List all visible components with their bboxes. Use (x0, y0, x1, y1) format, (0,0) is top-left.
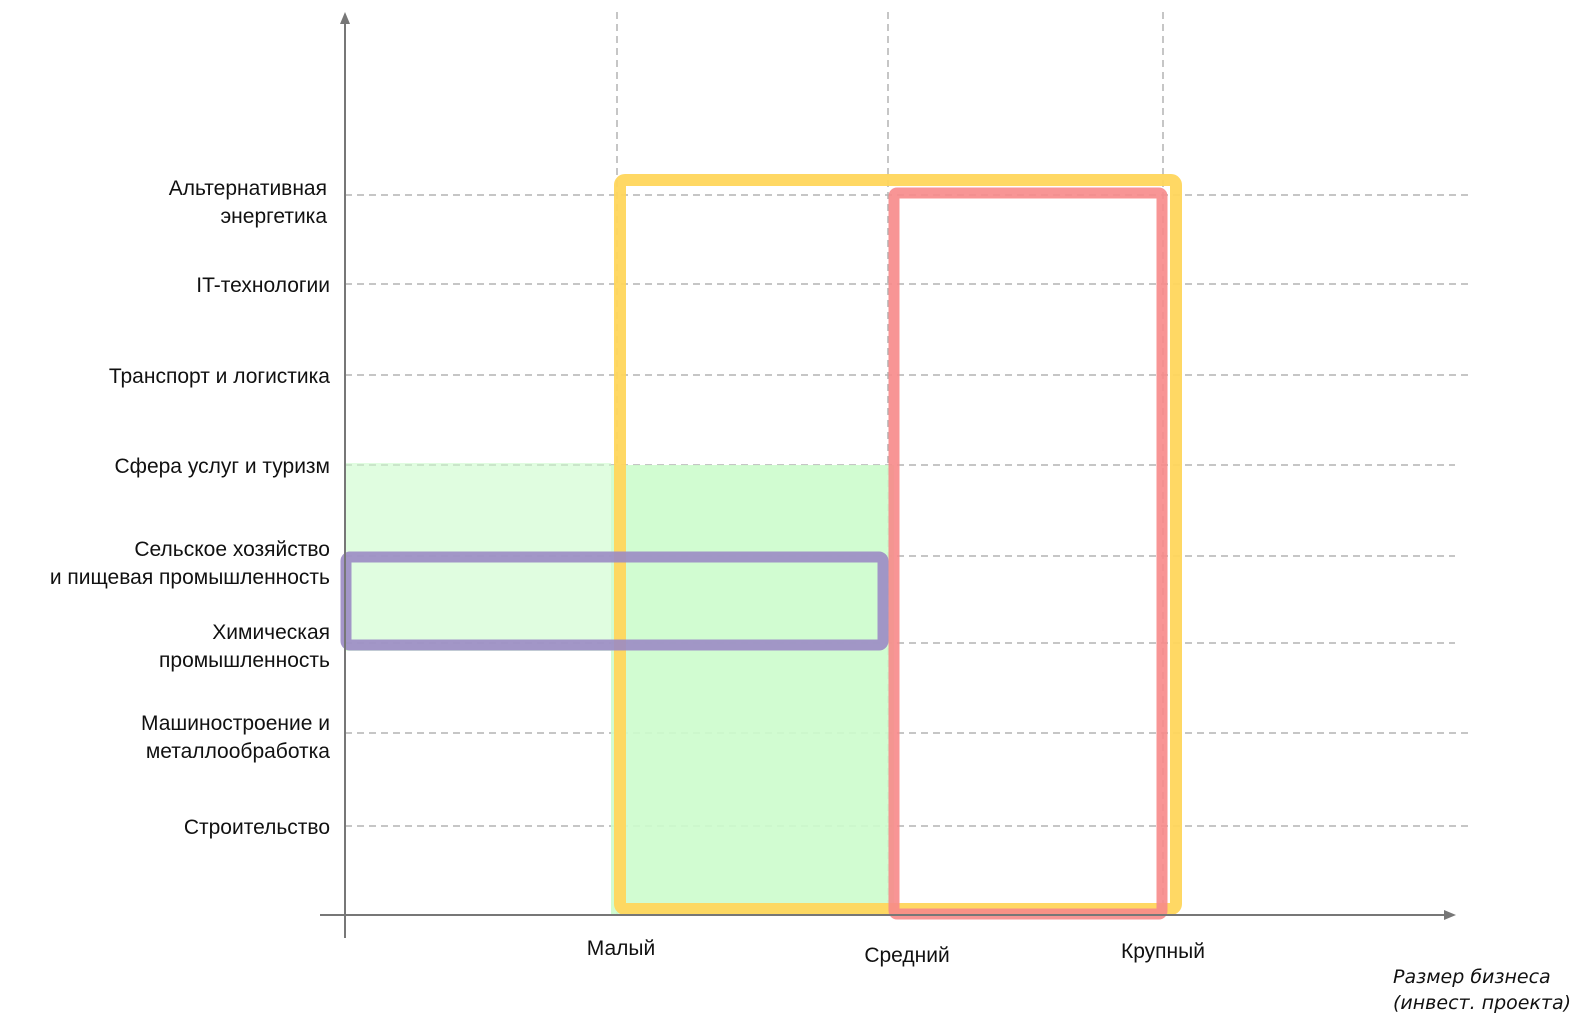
y-label-transport: Транспорт и логистика (109, 365, 330, 388)
y-label-line: Транспорт и логистика (109, 365, 330, 388)
axes (320, 12, 1456, 938)
y-label-line: энергетика (220, 205, 327, 228)
y-label-line: и пищевая промышленность (50, 566, 330, 589)
x-label-medium: Средний (864, 944, 949, 967)
y-label-line: Строительство (184, 816, 330, 839)
labels: Альтернативная энергетика IT-технологии Тра… (50, 177, 1571, 1014)
y-label-alt-energy: Альтернативная энергетика (169, 177, 328, 228)
y-label-chem: Химическая промышленность (159, 621, 330, 672)
y-label-line: Альтернативная (169, 177, 327, 200)
y-label-it: IT-технологии (196, 274, 330, 297)
y-label-line: металлообработка (146, 740, 330, 763)
y-label-agro: Сельское хозяйство и пищевая промышленнос… (50, 538, 330, 589)
x-label-large: Крупный (1121, 940, 1205, 963)
region-green-fill (611, 465, 894, 915)
x-axis-title-line: Размер бизнеса (1393, 966, 1551, 988)
regions (340, 174, 1182, 920)
x-axis-title: Размер бизнеса (инвест. проекта) (1393, 966, 1571, 1014)
y-label-line: IT-технологии (196, 274, 330, 297)
y-label-line: Химическая (212, 621, 330, 644)
y-label-line: Сельское хозяйство (134, 538, 330, 561)
x-axis-arrowhead (1444, 910, 1456, 920)
x-label-small: Малый (587, 937, 656, 960)
y-axis-arrowhead (340, 12, 350, 24)
y-label-services: Сфера услуг и туризм (115, 455, 331, 478)
x-axis-title-line: (инвест. проекта) (1393, 992, 1571, 1014)
region-red-frame (888, 187, 1168, 920)
y-label-machine: Машиностроение и металлообработка (141, 712, 330, 763)
y-label-construction: Строительство (184, 816, 330, 839)
y-label-line: промышленность (159, 649, 330, 672)
y-label-line: Сфера услуг и туризм (115, 455, 331, 478)
y-label-line: Машиностроение и (141, 712, 330, 735)
